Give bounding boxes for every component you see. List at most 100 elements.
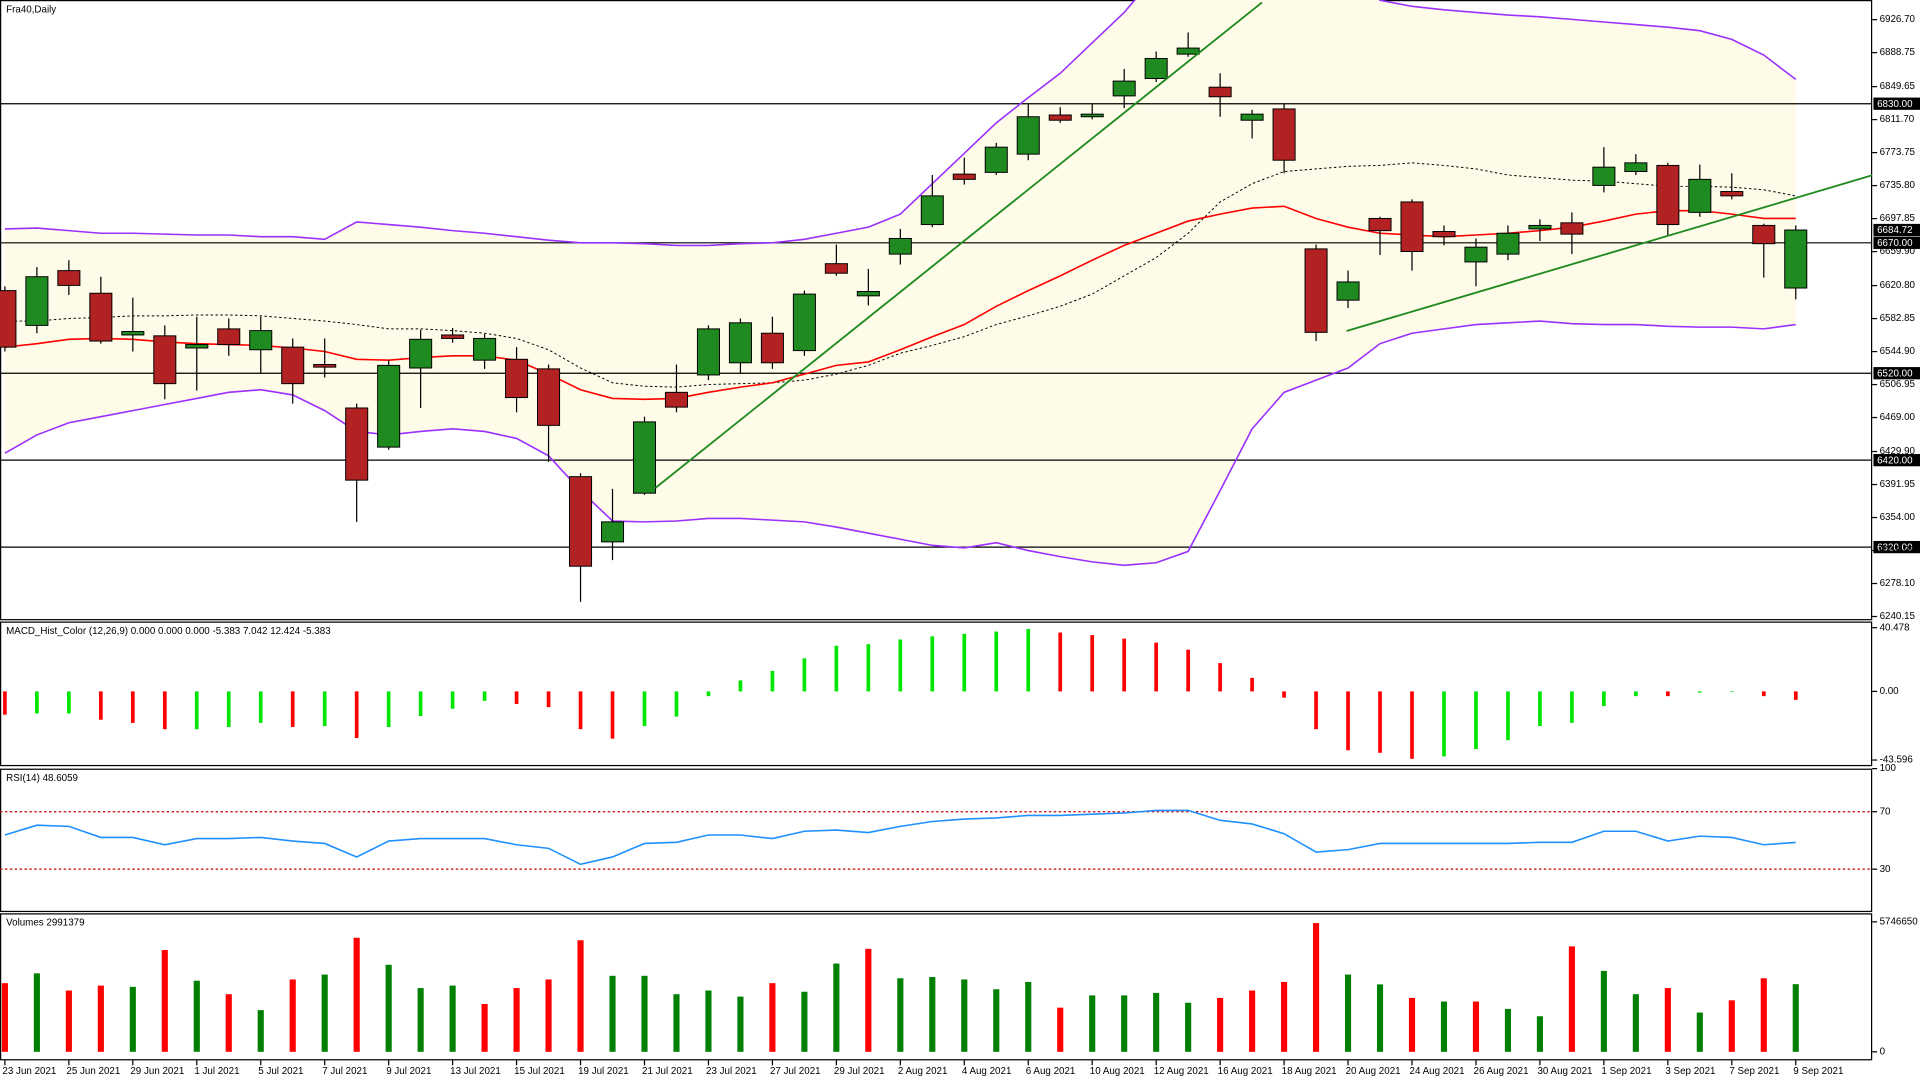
volume-bar: [1408, 997, 1416, 1052]
volume-bar: [1249, 990, 1256, 1052]
histogram-bar: [1026, 628, 1031, 692]
y-tick-label: 6582.85: [1880, 313, 1916, 324]
y-tick-label: 6773.75: [1880, 147, 1916, 158]
volume-bar: [417, 988, 424, 1052]
histogram-bar: [99, 691, 103, 720]
y-tick-label: 6429.90: [1880, 446, 1916, 457]
x-tick-label: 16 Aug 2021: [1218, 1066, 1273, 1077]
volume-bar: [1728, 1000, 1735, 1052]
histogram-bar: [930, 636, 935, 692]
candle-body: [984, 146, 1008, 173]
candle-body: [153, 335, 177, 385]
level-label-box: [1873, 367, 1920, 380]
candle-body: [121, 330, 145, 336]
x-tick-label: 18 Aug 2021: [1282, 1066, 1337, 1077]
histogram-bar: [1506, 691, 1510, 741]
x-tick-label: 23 Jun 2021: [2, 1066, 56, 1077]
volume-bar: [833, 963, 840, 1052]
volume-bar: [1121, 995, 1128, 1052]
candle-body: [696, 328, 720, 376]
histogram-bar: [514, 691, 519, 705]
y-tick-label: 6469.00: [1880, 412, 1916, 423]
candle-body: [569, 476, 593, 567]
histogram-bar: [1729, 691, 1734, 693]
histogram-bar: [386, 691, 391, 727]
y-tick-label: 6659.90: [1880, 246, 1916, 257]
histogram-bar: [898, 639, 903, 692]
histogram-bar: [226, 691, 231, 727]
candle-body: [1048, 114, 1072, 121]
volume-bar: [1440, 1001, 1448, 1052]
y-tick-label: 6811.70: [1880, 114, 1915, 125]
x-tick-label: 9 Sep 2021: [1793, 1066, 1843, 1077]
x-tick-label: 27 Jul 2021: [770, 1066, 821, 1077]
volume-bar: [1504, 1008, 1512, 1052]
volume-bar: [449, 985, 456, 1052]
volume-bar: [225, 994, 232, 1052]
candle-body: [537, 368, 561, 426]
x-tick-label: 20 Aug 2021: [1346, 1066, 1401, 1077]
volume-bar: [97, 985, 104, 1052]
histogram-bar: [1186, 649, 1190, 692]
histogram-bar: [1282, 691, 1286, 698]
volume-bar: [1600, 970, 1607, 1052]
candle-body: [1304, 248, 1328, 333]
main-plot: [0, 0, 1873, 602]
y-tick-label: 6240.15: [1880, 611, 1916, 622]
x-tick-label: 24 Aug 2021: [1410, 1066, 1465, 1077]
volume-bar: [129, 986, 136, 1052]
volume-bar: [641, 975, 648, 1052]
candle-body: [856, 291, 880, 297]
rsi-line: [4, 809, 1796, 866]
volume-bar: [481, 1004, 488, 1052]
y-tick-label: 6620.80: [1880, 280, 1916, 291]
histogram-bar: [1634, 691, 1638, 697]
histogram-bar: [1538, 691, 1542, 727]
overlay-layer: 6830.00 6670.00 6520.00 6420.00 6320.00 6684.…: [654, 1, 1920, 553]
volume-bar: [993, 989, 1000, 1052]
volume-bar: [353, 937, 360, 1052]
candle-body: [441, 334, 465, 339]
level-label: 6830.00: [1877, 99, 1913, 110]
level-label: 6420.00: [1877, 455, 1913, 466]
trendline: [1346, 174, 1873, 332]
histogram-bar: [706, 691, 711, 697]
candle-body: [345, 407, 369, 481]
histogram-bar: [770, 670, 775, 692]
level-label: 6520.00: [1877, 368, 1913, 379]
candle-body: [1560, 222, 1584, 235]
y-tick-label: 40.478: [1880, 622, 1911, 633]
volume-bar: [1792, 984, 1799, 1052]
y-tick-label: 5746650: [1880, 916, 1919, 927]
histogram-bar: [35, 691, 39, 714]
histogram-bar: [1314, 691, 1318, 730]
x-tick-label: 7 Jul 2021: [322, 1066, 367, 1077]
histogram-bar: [738, 680, 743, 692]
volume-bar: [1057, 1007, 1064, 1052]
candle-body: [760, 332, 784, 364]
candle-body: [185, 344, 209, 349]
last-price-box: [1873, 223, 1920, 237]
candle-body: [1144, 58, 1168, 79]
histogram-bar: [1410, 691, 1414, 759]
candle-body: [1400, 201, 1424, 252]
y-tick-label: 6506.95: [1880, 379, 1916, 390]
candle-body: [1464, 246, 1488, 263]
y-tick-label: 6316.05: [1880, 545, 1916, 556]
x-tick-label: 7 Sep 2021: [1729, 1066, 1779, 1077]
histogram-bar: [642, 691, 647, 727]
candle-body: [1336, 281, 1360, 301]
candle-body: [281, 346, 305, 385]
histogram-bar: [450, 691, 455, 709]
candle-body: [1752, 224, 1776, 245]
candle-body: [1272, 108, 1296, 161]
histogram-bar: [354, 691, 359, 738]
candle-body: [1368, 217, 1392, 232]
x-tick-label: 15 Jul 2021: [514, 1066, 565, 1077]
histogram-bar: [1250, 677, 1254, 692]
candle-body: [1208, 86, 1232, 98]
x-tick-label: 23 Jul 2021: [706, 1066, 757, 1077]
candle-body: [505, 358, 529, 399]
